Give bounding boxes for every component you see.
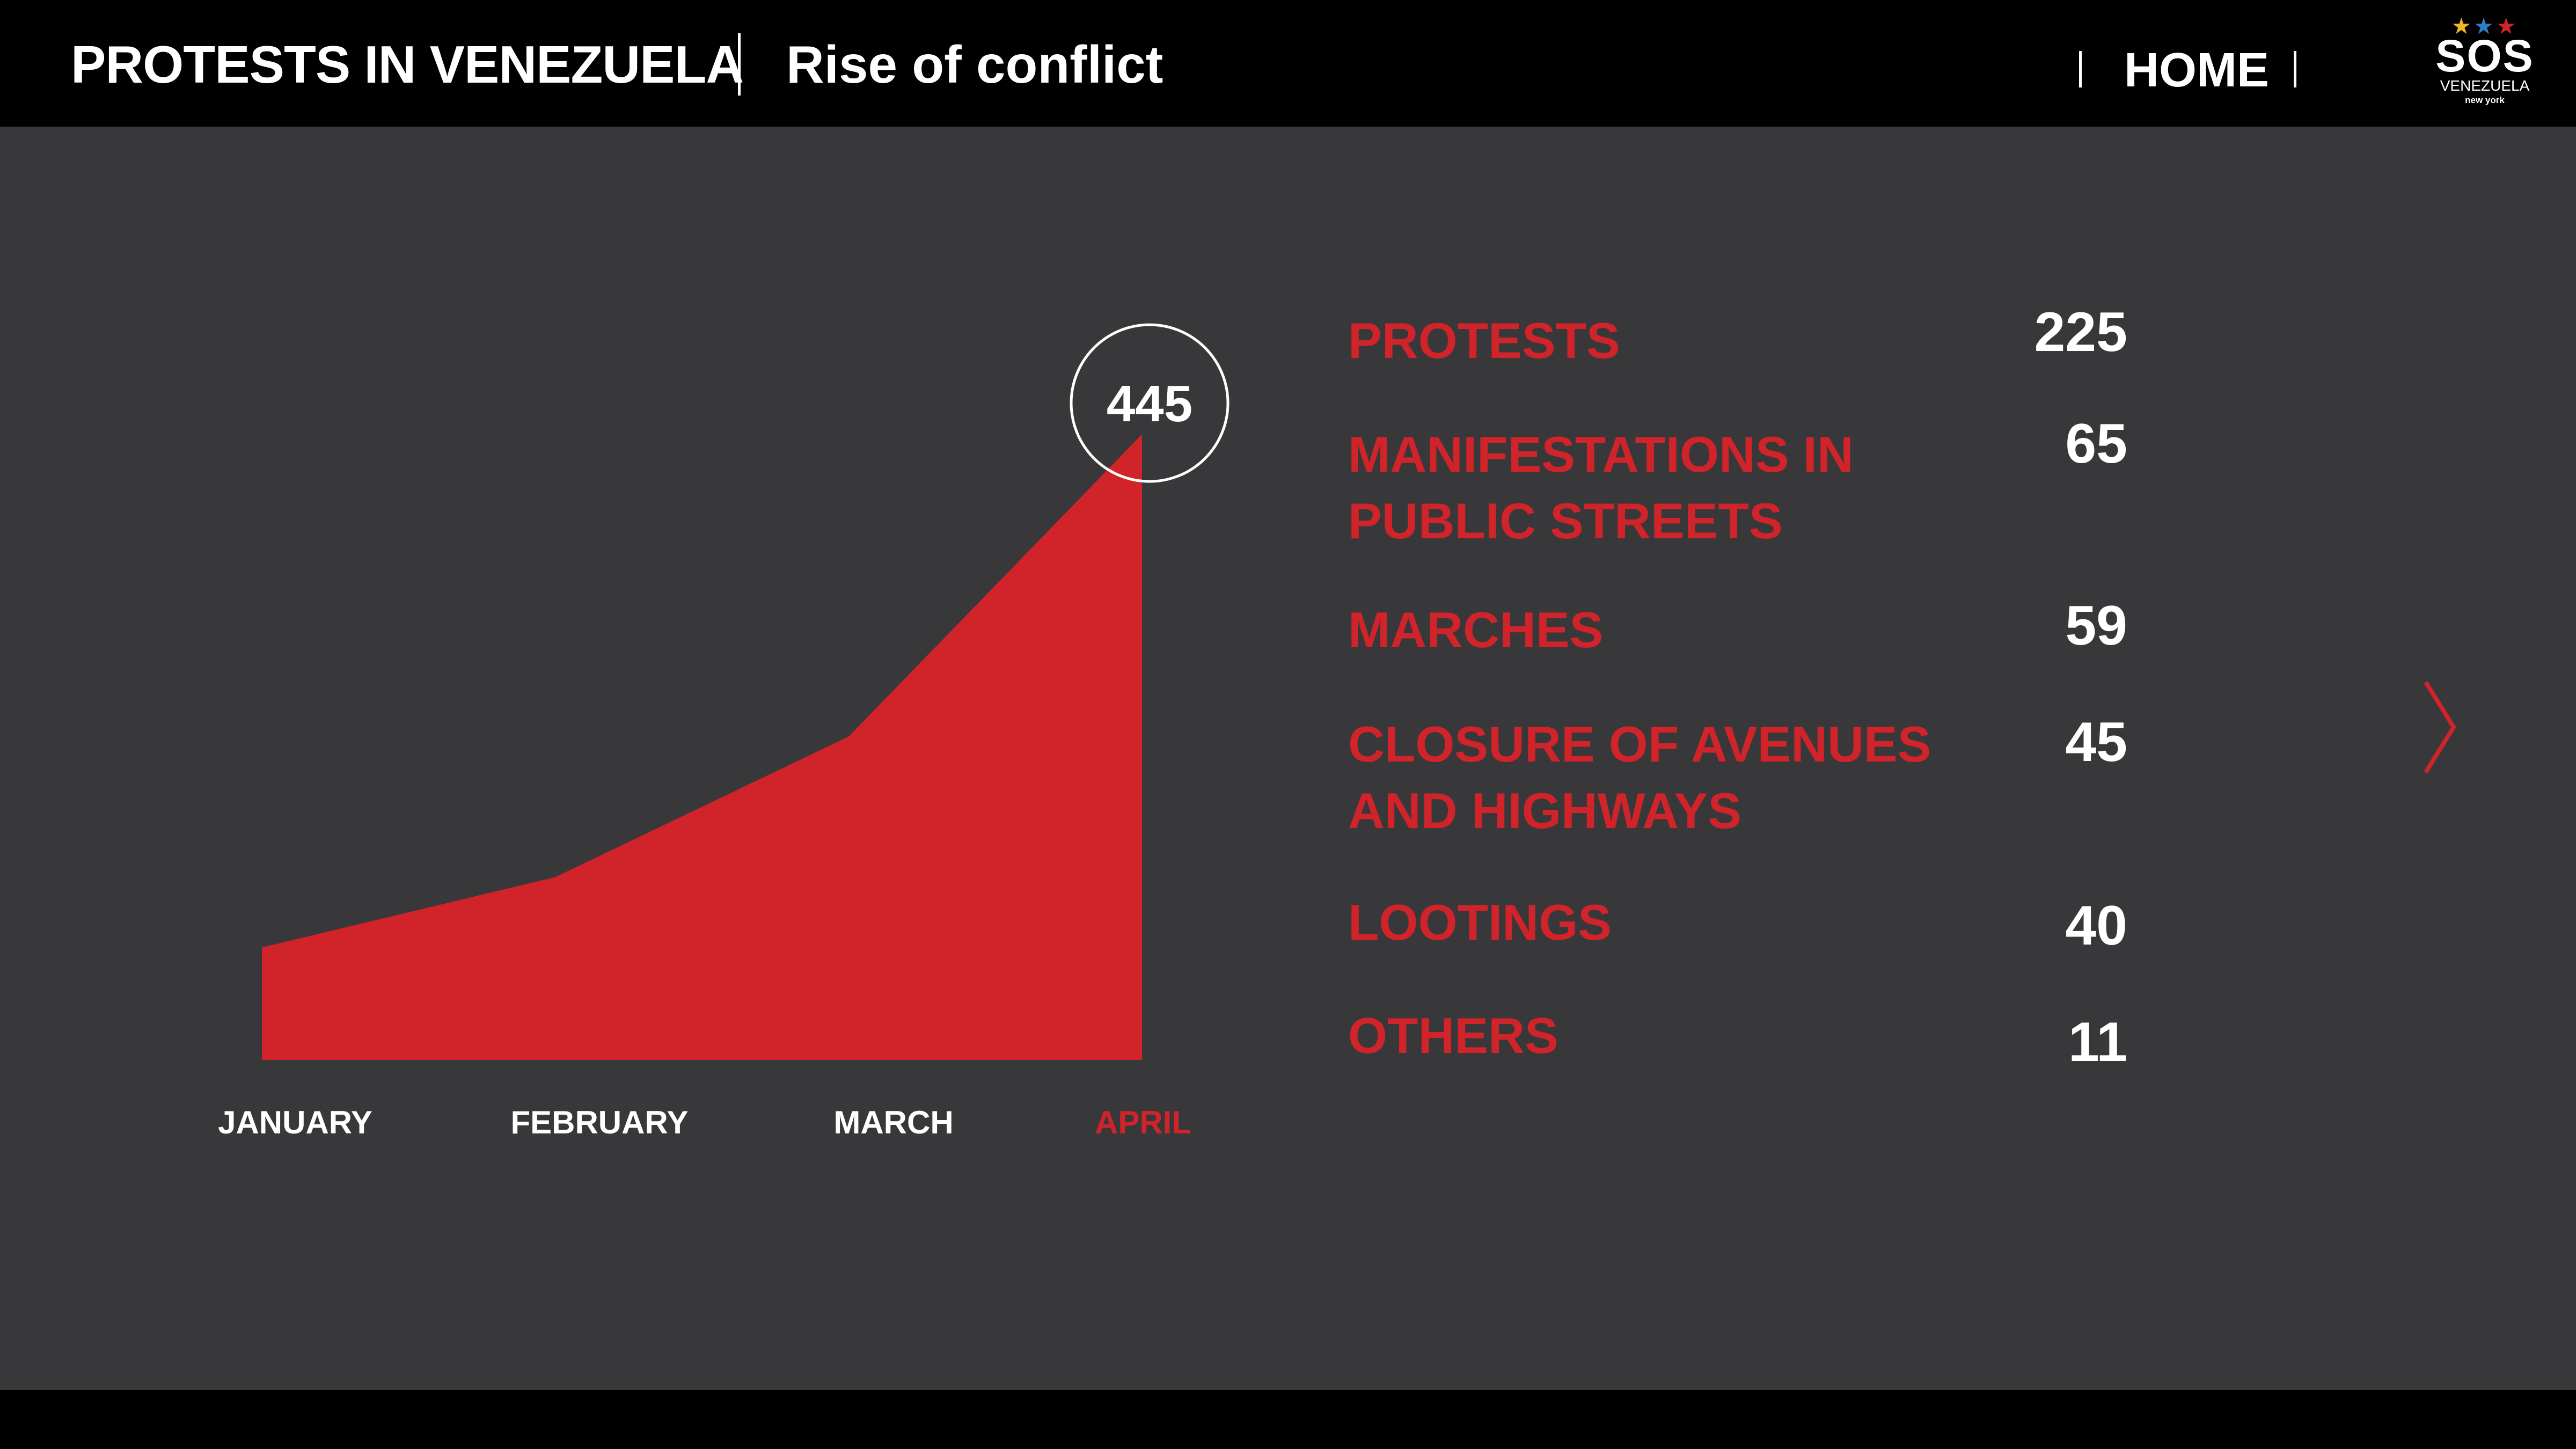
protest-area-chart: JANUARY FEBRUARY MARCH APRIL 445 [218, 323, 1230, 1140]
x-tick-label: FEBRUARY [510, 1104, 688, 1140]
stat-label-line: AND HIGHWAYS [1348, 782, 1741, 839]
stat-value: 40 [2065, 895, 2127, 957]
stat-value: 59 [2065, 595, 2127, 657]
stat-label-line: PUBLIC STREETS [1348, 493, 1783, 549]
stat-label: LOOTINGS [1348, 889, 1612, 956]
x-tick-label: APRIL [1095, 1104, 1191, 1140]
x-tick-label: MARCH [833, 1104, 953, 1140]
area-series [262, 434, 1142, 1060]
nav-separator-left [2079, 51, 2082, 87]
sos-venezuela-logo[interactable]: ★★★ SOS VENEZUELA new york [2420, 15, 2549, 112]
logo-city: new york [2465, 95, 2505, 105]
stat-label: PROTESTS [1348, 308, 1620, 374]
logo-country: VENEZUELA [2440, 77, 2530, 94]
stat-label-line: MANIFESTATIONS IN [1348, 426, 1854, 482]
x-tick-label: JANUARY [218, 1104, 372, 1140]
chevron-right-icon[interactable] [2421, 679, 2459, 775]
home-link[interactable]: HOME [2124, 43, 2269, 97]
logo-star-icon: ★ [2451, 13, 2474, 39]
logo-star-icon: ★ [2496, 13, 2519, 39]
stat-label-line: MARCHES [1348, 602, 1604, 658]
stat-value: 65 [2065, 413, 2127, 475]
page-title: PROTESTS IN VENEZUELA [71, 35, 744, 94]
stat-value: 45 [2065, 711, 2127, 773]
logo-stars: ★★★ [2420, 15, 2549, 38]
top-bar [0, 0, 2576, 127]
stat-label-line: CLOSURE OF AVENUES [1348, 716, 1931, 772]
stat-label-line: LOOTINGS [1348, 894, 1612, 950]
stat-label: OTHERS [1348, 1002, 1558, 1069]
page-subtitle: Rise of conflict [786, 35, 1163, 94]
stat-label: MANIFESTATIONS IN PUBLIC STREETS [1348, 421, 1854, 554]
stat-label: MARCHES [1348, 597, 1603, 663]
nav-separator-right [2294, 51, 2296, 87]
logo-name: SOS [2435, 31, 2534, 81]
highlight-value-label: 445 [1107, 375, 1192, 433]
logo-star-icon: ★ [2473, 13, 2496, 39]
highlight-circle [1070, 323, 1230, 483]
stat-label-line: OTHERS [1348, 1007, 1558, 1064]
stat-value: 225 [2034, 301, 2127, 363]
stat-value: 11 [2068, 1011, 2127, 1073]
stat-label: CLOSURE OF AVENUES AND HIGHWAYS [1348, 711, 1931, 844]
title-divider [738, 33, 741, 96]
bottom-bar [0, 1390, 2576, 1449]
stat-label-line: PROTESTS [1348, 312, 1620, 369]
